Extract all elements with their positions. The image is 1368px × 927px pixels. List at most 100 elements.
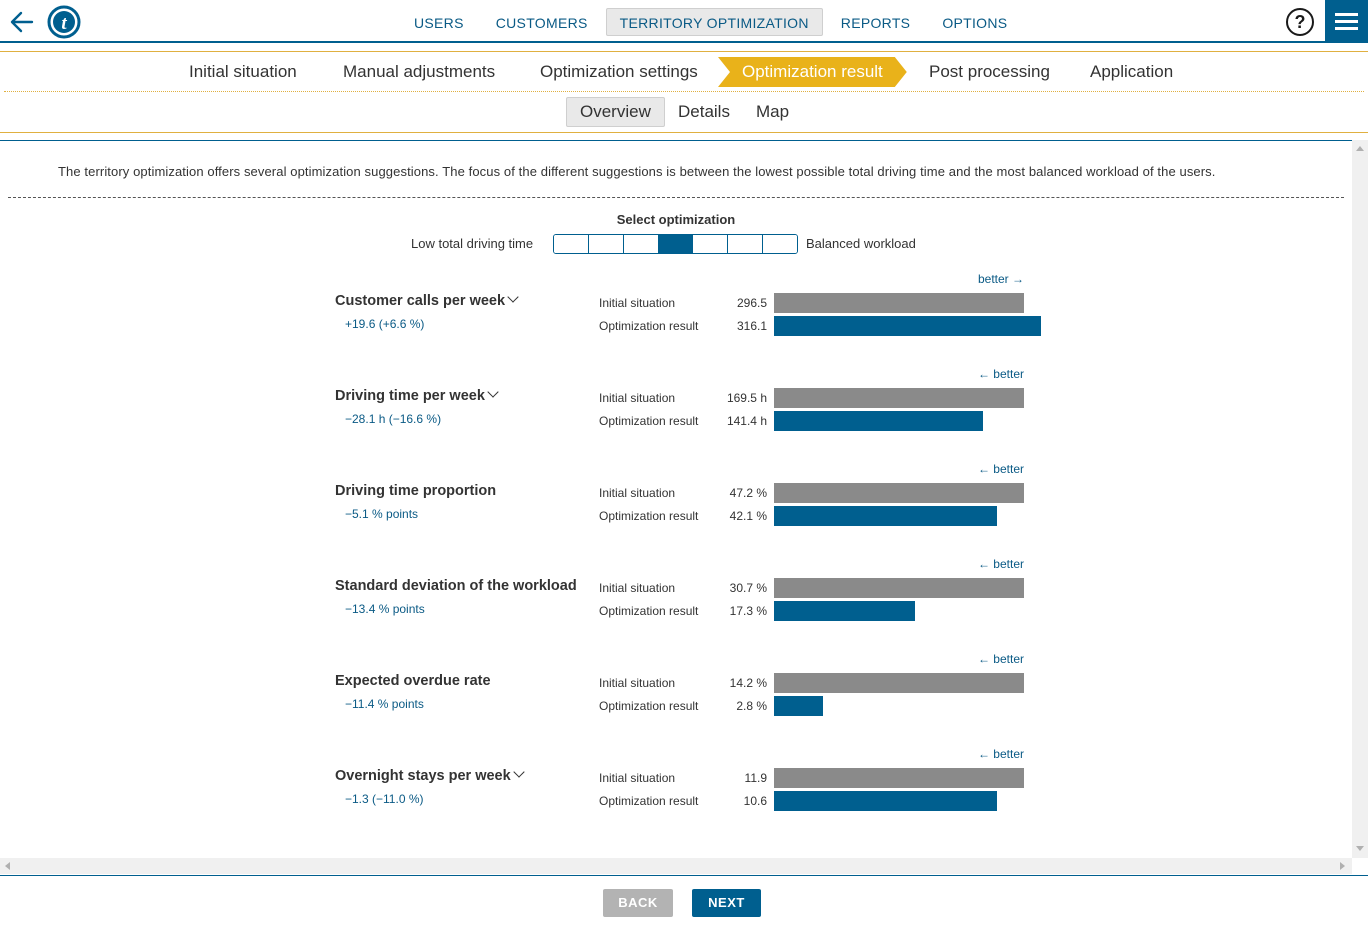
optimization-option-3[interactable] xyxy=(623,235,659,253)
initial-label: Initial situation xyxy=(599,391,676,405)
initial-bar xyxy=(774,673,1024,693)
metric-title[interactable]: Driving time per week xyxy=(335,386,499,404)
initial-bar xyxy=(774,388,1024,408)
divider xyxy=(4,91,1364,92)
metric-delta: +19.6 (+6.6 %) xyxy=(345,317,425,331)
back-arrow-icon[interactable] xyxy=(8,8,36,36)
result-bar xyxy=(774,601,915,621)
result-value: 2.8 % xyxy=(736,699,767,713)
result-label: Optimization result xyxy=(599,699,699,713)
step-optimization-settings[interactable]: Optimization settings xyxy=(540,62,698,81)
metric-title-text: Expected overdue rate xyxy=(335,673,491,689)
step-optimization-result[interactable]: Optimization result xyxy=(718,57,907,87)
footer: BACK NEXT xyxy=(0,875,1368,927)
vertical-scrollbar[interactable] xyxy=(1352,140,1368,858)
tab-overview[interactable]: Overview xyxy=(566,97,665,127)
optimization-option-2[interactable] xyxy=(588,235,624,253)
selector-left-label: Low total driving time xyxy=(411,236,534,251)
next-button[interactable]: NEXT xyxy=(692,889,761,917)
metric-delta: −11.4 % points xyxy=(345,697,424,711)
metric-title: Expected overdue rate xyxy=(335,673,491,689)
initial-value: 169.5 h xyxy=(726,391,767,405)
result-bar xyxy=(774,316,1041,336)
selector-title: Select optimization xyxy=(616,212,736,227)
tab-details[interactable]: Details xyxy=(678,102,730,121)
workflow-steps: Initial situation Manual adjustments Optim… xyxy=(0,51,1368,133)
step-manual-adjustments[interactable]: Manual adjustments xyxy=(343,62,496,81)
result-value: 10.6 xyxy=(743,794,767,808)
scroll-left-icon[interactable] xyxy=(5,862,10,870)
initial-bar xyxy=(774,768,1024,788)
metric-title[interactable]: Overnight stays per week xyxy=(335,766,525,784)
content-area: The territory optimization offers severa… xyxy=(0,140,1352,858)
scroll-down-icon[interactable] xyxy=(1356,846,1364,851)
initial-value: 296.5 xyxy=(736,296,767,310)
nav-territory-optimization[interactable]: TERRITORY OPTIMIZATION xyxy=(605,8,823,36)
scroll-right-icon[interactable] xyxy=(1340,862,1345,870)
metric-title-text: Standard deviation of the workload xyxy=(335,578,577,594)
nav-customers[interactable]: CUSTOMERS xyxy=(495,15,588,31)
initial-bar xyxy=(774,578,1024,598)
step-post-processing[interactable]: Post processing xyxy=(929,62,1050,81)
chevron-down-icon[interactable] xyxy=(487,386,499,398)
result-label: Optimization result xyxy=(599,509,699,523)
step-application[interactable]: Application xyxy=(1090,62,1174,81)
help-icon[interactable]: ? xyxy=(1286,8,1314,36)
metric-delta: −13.4 % points xyxy=(345,602,425,616)
better-hint: ← better xyxy=(977,557,1024,571)
selector-right-label: Balanced workload xyxy=(806,236,916,251)
intro-text: The territory optimization offers severa… xyxy=(58,164,1216,179)
metric-title-text: Driving time proportion xyxy=(335,483,497,499)
result-value: 316.1 xyxy=(736,319,767,333)
nav-users[interactable]: USERS xyxy=(414,15,464,31)
optimization-option-5[interactable] xyxy=(693,235,729,253)
metric-title[interactable]: Customer calls per week xyxy=(335,291,519,309)
metric-delta: −5.1 % points xyxy=(345,507,419,521)
initial-label: Initial situation xyxy=(599,486,676,500)
step-initial-situation[interactable]: Initial situation xyxy=(189,62,297,81)
hamburger-menu-icon[interactable] xyxy=(1325,0,1368,43)
result-bar xyxy=(774,791,997,811)
initial-label: Initial situation xyxy=(599,676,676,690)
result-bar xyxy=(774,696,823,716)
nav-reports[interactable]: REPORTS xyxy=(840,15,911,31)
metric-delta: −1.3 (−11.0 %) xyxy=(345,792,424,806)
initial-label: Initial situation xyxy=(599,581,676,595)
better-hint: ← better xyxy=(977,367,1024,381)
result-value: 42.1 % xyxy=(729,509,767,523)
tab-map[interactable]: Map xyxy=(756,102,790,121)
metric-title-text: Customer calls per week xyxy=(335,293,506,309)
divider xyxy=(8,197,1344,198)
metric-title-text: Driving time per week xyxy=(335,388,485,404)
result-label: Optimization result xyxy=(599,794,699,808)
initial-bar xyxy=(774,293,1024,313)
metric-title: Standard deviation of the workload xyxy=(335,578,577,594)
initial-bar xyxy=(774,483,1024,503)
initial-label: Initial situation xyxy=(599,771,676,785)
step-bar: Initial situation Manual adjustments Optim… xyxy=(0,57,1368,87)
optimization-option-1[interactable] xyxy=(554,235,589,253)
result-bar xyxy=(774,506,997,526)
initial-value: 14.2 % xyxy=(729,676,767,690)
back-button[interactable]: BACK xyxy=(603,889,673,917)
better-hint: better → xyxy=(977,272,1024,286)
subtabs: Overview Details Map xyxy=(0,97,1368,127)
optimization-selector xyxy=(553,234,798,254)
initial-value: 11.9 xyxy=(744,771,767,785)
optimization-option-6[interactable] xyxy=(728,235,764,253)
metric-row: ← better Overnight stays per week −1.3 (−1… xyxy=(335,747,1055,826)
result-value: 17.3 % xyxy=(729,604,767,618)
optimization-option-4[interactable] xyxy=(658,235,694,253)
initial-label: Initial situation xyxy=(599,296,676,310)
logo-icon[interactable]: t xyxy=(47,5,81,39)
horizontal-scrollbar[interactable] xyxy=(0,858,1352,874)
metric-row: ← better Driving time per week −28.1 h (−1… xyxy=(335,367,1055,446)
scroll-up-icon[interactable] xyxy=(1356,146,1364,151)
optimization-option-7[interactable] xyxy=(763,235,797,253)
result-bar xyxy=(774,411,983,431)
nav-options[interactable]: OPTIONS xyxy=(942,15,1008,31)
chevron-down-icon[interactable] xyxy=(513,766,525,778)
chevron-down-icon[interactable] xyxy=(507,291,519,303)
top-bar: t USERS CUSTOMERS TERRITORY OPTIMIZATION RE… xyxy=(0,0,1368,43)
better-hint: ← better xyxy=(977,652,1024,666)
